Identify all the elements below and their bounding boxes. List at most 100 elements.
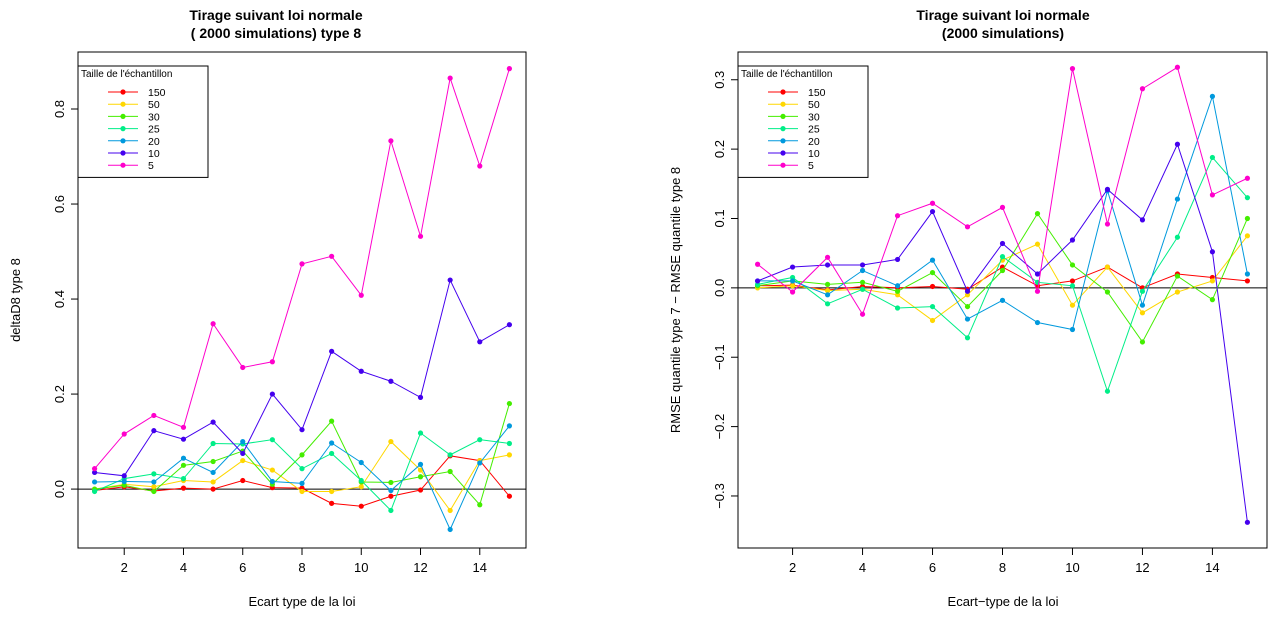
right-series-5-point (1069, 66, 1076, 72)
right-series-5-point (999, 204, 1006, 210)
right-series-5-point (929, 200, 936, 206)
right-series-30-point (1209, 297, 1216, 303)
left-series-30-point (506, 400, 513, 407)
right-series-30-point (1034, 211, 1041, 217)
right-series-30-point (1139, 339, 1146, 345)
right-chart-title-line1: Tirage suivant loi normale (916, 7, 1089, 23)
right-legend-label-150: 150 (808, 87, 826, 99)
left-series-20-point (417, 461, 424, 467)
left-series-50-point (210, 479, 216, 485)
right-series-20-point (999, 297, 1006, 303)
left-series-10-point (151, 428, 157, 434)
left-series-25-point (269, 437, 275, 443)
left-chart-y-axis-label: deltaD8 type 8 (8, 258, 23, 342)
left-series-150-point (417, 487, 424, 493)
left-x-tick-label: 2 (121, 560, 128, 575)
left-y-tick-label: 0.0 (52, 480, 67, 498)
left-series-150-point (506, 493, 513, 499)
left-legend-marker-150 (120, 89, 126, 95)
left-series-20-point (180, 455, 187, 461)
left-series-20-point (269, 478, 275, 485)
left-x-tick-label: 4 (180, 560, 187, 575)
left-legend-label-30: 30 (148, 111, 160, 123)
left-legend-label-50: 50 (148, 99, 160, 111)
right-series-20-point (894, 283, 901, 289)
left-x-tick-label: 8 (298, 560, 305, 575)
left-series-10-point (269, 391, 275, 397)
right-series-5-point (1209, 192, 1216, 198)
right-series-50-point (789, 283, 796, 289)
right-legend-marker-5 (780, 162, 786, 168)
left-series-5-point (91, 466, 98, 472)
left-series-25-point (417, 430, 424, 436)
left-series-10-point (358, 368, 364, 374)
left-y-tick-label: 0.2 (52, 385, 67, 403)
left-series-50-point (151, 484, 157, 490)
left-series-5-point (151, 412, 157, 419)
left-series-50-point (240, 457, 246, 464)
right-y-tick-label: −0.2 (712, 414, 727, 440)
right-series-10-point (754, 278, 761, 284)
right-x-tick-label: 10 (1065, 560, 1079, 575)
right-series-5-point (859, 311, 866, 317)
left-legend-marker-10 (120, 150, 126, 156)
right-series-20-point (1034, 319, 1041, 326)
left-series-line-10 (94, 278, 510, 477)
right-legend-label-20: 20 (808, 136, 820, 148)
right-legend-label-10: 10 (808, 148, 820, 160)
right-series-50-point (929, 317, 936, 324)
right-series-10-point (999, 240, 1006, 247)
right-series-50-point (1174, 289, 1181, 295)
left-series-5-point (358, 292, 364, 298)
left-series-150-point (210, 486, 216, 492)
right-series-line-10 (757, 142, 1248, 523)
right-series-50-point (1139, 310, 1146, 316)
left-series-25-point (358, 477, 364, 484)
left-series-30-point (477, 502, 483, 508)
right-series-30-point (894, 288, 901, 294)
left-series-30-point (180, 462, 187, 468)
left-series-10-point (299, 427, 305, 433)
right-series-50-point (824, 288, 831, 294)
left-series-25-point (299, 466, 305, 472)
right-series-25-point (999, 254, 1006, 260)
right-series-5-point (1104, 221, 1111, 227)
right-series-25-point (1209, 154, 1216, 161)
right-series-5-point (1034, 288, 1041, 294)
left-chart-x-axis-label: Ecart type de la loi (249, 594, 356, 609)
left-series-5-point (506, 66, 513, 72)
right-legend-label-30: 30 (808, 111, 820, 123)
left-series-5-point (210, 321, 216, 327)
right-y-tick-label: −0.1 (712, 344, 727, 370)
right-x-tick-label: 12 (1135, 560, 1149, 575)
left-legend-marker-20 (120, 138, 126, 144)
left-series-5-point (240, 364, 246, 371)
left-series-20-point (299, 480, 305, 486)
right-series-30-point (929, 269, 936, 276)
left-legend-marker-5 (120, 162, 126, 168)
right-series-50-point (1244, 233, 1251, 239)
right-legend-marker-30 (780, 113, 786, 119)
right-series-5-point (789, 289, 796, 295)
left-series-25-point (388, 507, 394, 514)
right-legend-marker-20 (780, 138, 786, 144)
right-chart-title-line2: (2000 simulations) (942, 25, 1064, 41)
right-series-5-point (1174, 64, 1181, 70)
right-series-10-point (964, 288, 971, 294)
left-series-10-point (180, 436, 187, 442)
right-series-30-point (999, 267, 1006, 274)
right-series-20-point (1139, 302, 1146, 308)
right-series-20-point (1209, 93, 1216, 99)
left-series-5-point (180, 424, 187, 430)
left-x-tick-label: 12 (413, 560, 427, 575)
left-series-20-point (506, 423, 513, 429)
left-series-5-point (299, 261, 305, 267)
left-series-30-point (417, 474, 424, 480)
right-x-tick-label: 8 (999, 560, 1006, 575)
right-series-10-point (1209, 249, 1216, 255)
left-series-50-point (506, 452, 513, 458)
left-legend-marker-30 (120, 113, 126, 119)
right-series-10-point (859, 262, 866, 268)
right-series-30-point (1104, 289, 1111, 295)
right-series-line-25 (757, 156, 1248, 393)
